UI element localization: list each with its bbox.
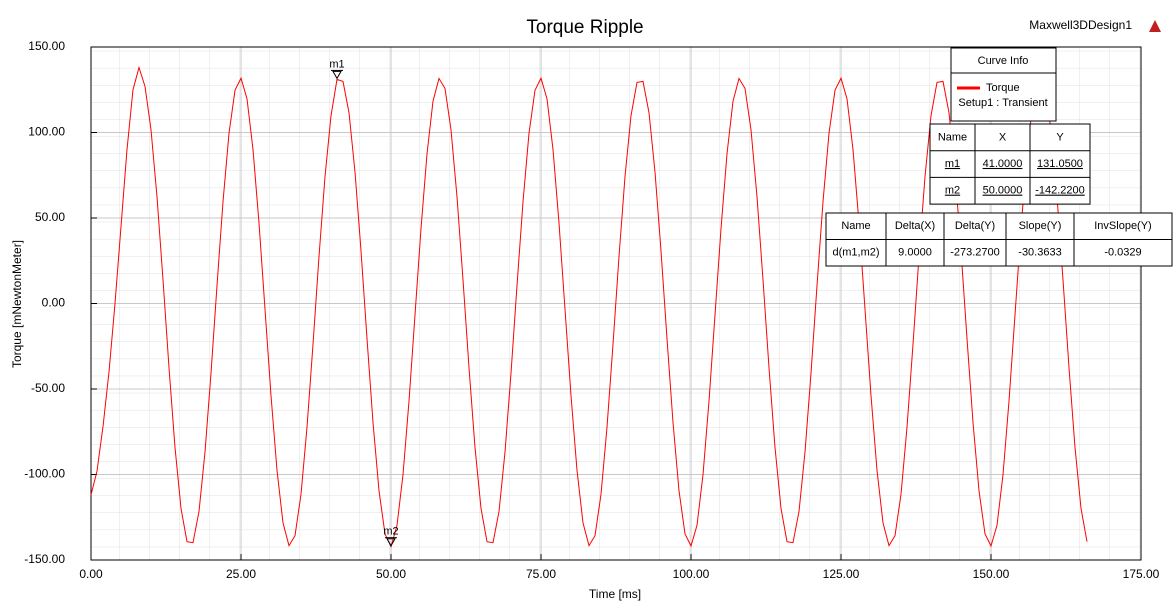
table-header: Slope(Y) — [1019, 220, 1062, 232]
table-header: InvSlope(Y) — [1094, 220, 1151, 232]
table-header: Delta(Y) — [955, 220, 995, 232]
table-cell: 41.0000 — [983, 158, 1023, 170]
y-tick-label: -50.00 — [31, 381, 65, 395]
table-cell: m1 — [945, 158, 960, 170]
table-header: Name — [841, 220, 870, 232]
table-header: Delta(X) — [895, 220, 935, 232]
table-cell: 9.0000 — [898, 247, 932, 259]
table-cell: d(m1,m2) — [832, 247, 879, 259]
legend-label: Torque — [986, 82, 1020, 94]
y-tick-label: -150.00 — [24, 552, 65, 566]
marker-triangle — [332, 70, 342, 80]
legend-title: Curve Info — [978, 55, 1029, 67]
table-cell: -273.2700 — [950, 247, 1000, 259]
table-header: Name — [938, 131, 967, 143]
x-tick-label: 100.00 — [673, 567, 710, 581]
app-label: Maxwell3DDesign1 — [1029, 18, 1132, 32]
y-tick-label: 150.00 — [28, 39, 65, 53]
y-tick-label: 100.00 — [28, 125, 65, 139]
y-axis-label: Torque [mNewtonMeter] — [10, 240, 24, 368]
table-header: Y — [1056, 131, 1064, 143]
table-cell: m2 — [945, 185, 960, 197]
y-tick-label: 0.00 — [42, 296, 66, 310]
table-cell: -142.2200 — [1035, 185, 1085, 197]
legend-source: Setup1 : Transient — [958, 97, 1047, 109]
x-tick-label: 50.00 — [376, 567, 406, 581]
app-logo — [1149, 20, 1161, 32]
marker-triangle — [386, 538, 396, 547]
table-cell: 50.0000 — [983, 185, 1023, 197]
plot-frame — [90, 46, 1142, 561]
marker-label: m2 — [383, 526, 398, 538]
marker-label: m1 — [329, 58, 344, 70]
x-tick-label: 125.00 — [823, 567, 860, 581]
chart-title: Torque Ripple — [526, 17, 643, 38]
table-cell: -30.3633 — [1018, 247, 1061, 259]
x-tick-label: 25.00 — [226, 567, 256, 581]
y-tick-label: 50.00 — [35, 210, 65, 224]
table-frame — [929, 123, 1091, 205]
legend-box — [950, 47, 1057, 122]
x-tick-label: 150.00 — [973, 567, 1010, 581]
y-tick-label: -100.00 — [24, 467, 65, 481]
x-tick-label: 0.00 — [79, 567, 103, 581]
table-header: X — [999, 131, 1007, 143]
x-axis-label: Time [ms] — [589, 587, 641, 601]
x-tick-label: 175.00 — [1123, 567, 1160, 581]
x-tick-label: 75.00 — [526, 567, 556, 581]
table-cell: 131.0500 — [1037, 158, 1083, 170]
table-cell: -0.0329 — [1104, 247, 1141, 259]
